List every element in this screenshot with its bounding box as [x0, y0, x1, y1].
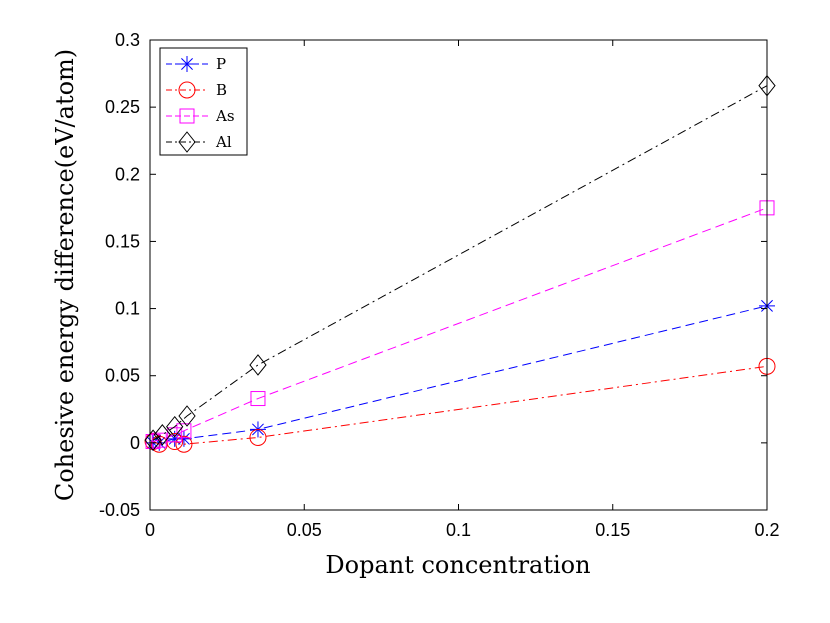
data-point-al — [249, 354, 267, 376]
data-point-as — [167, 427, 183, 443]
y-tick-label: 0.3 — [115, 30, 140, 50]
x-tick-label: 0.1 — [446, 520, 471, 540]
legend: PB As Al — [159, 47, 248, 156]
series-line-al — [152, 85, 768, 441]
y-tick-label: 0.15 — [105, 231, 140, 251]
marker-stroke — [177, 432, 190, 445]
data-point-as — [176, 423, 192, 439]
y-tick-label: 0.2 — [115, 164, 140, 184]
legend-item-b: B — [166, 81, 227, 99]
y-tick-label: 0.05 — [105, 366, 140, 386]
legend-item-as: As — [166, 107, 235, 125]
series-al — [144, 74, 776, 451]
marker-stroke — [181, 58, 193, 70]
y-axis-label: Cohesive energy difference(eV/atom) — [51, 49, 79, 501]
data-point-al — [178, 405, 196, 427]
legend-marker — [179, 56, 195, 72]
legend-label: As — [215, 107, 235, 125]
x-tick-label: 0 — [145, 520, 155, 540]
data-point-as — [250, 391, 266, 407]
legend-label: Al — [215, 133, 232, 151]
x-tick-label: 0.15 — [595, 520, 630, 540]
x-axis-label: Dopant concentration — [325, 551, 590, 579]
data-point-al — [166, 415, 184, 438]
legend-label: B — [216, 81, 227, 99]
legend-marker — [179, 108, 195, 124]
series-layer — [144, 74, 776, 453]
legend-marker — [178, 131, 196, 153]
x-tick-label: 0.05 — [287, 520, 322, 540]
x-tick-label: 0.2 — [754, 520, 779, 540]
data-point-al — [153, 423, 171, 446]
data-point-al — [144, 429, 162, 451]
legend-item-al: Al — [166, 131, 232, 153]
y-tick-label: 0.25 — [105, 97, 140, 117]
marker-stroke — [168, 432, 181, 445]
y-tick-label: -0.05 — [99, 500, 140, 520]
legend-label: P — [216, 55, 226, 73]
tick-layer: 0 0.05 0.1 0.15 0.2-0.0500.050.10.150.20.250… — [99, 30, 780, 540]
legend-box — [159, 47, 248, 156]
y-tick-label: 0 — [130, 433, 140, 453]
data-point-b — [249, 428, 267, 446]
legend-item-p: P — [166, 55, 226, 73]
legend-marker — [178, 81, 196, 99]
y-tick-label: 0.1 — [115, 299, 140, 319]
data-point-b — [175, 435, 193, 453]
